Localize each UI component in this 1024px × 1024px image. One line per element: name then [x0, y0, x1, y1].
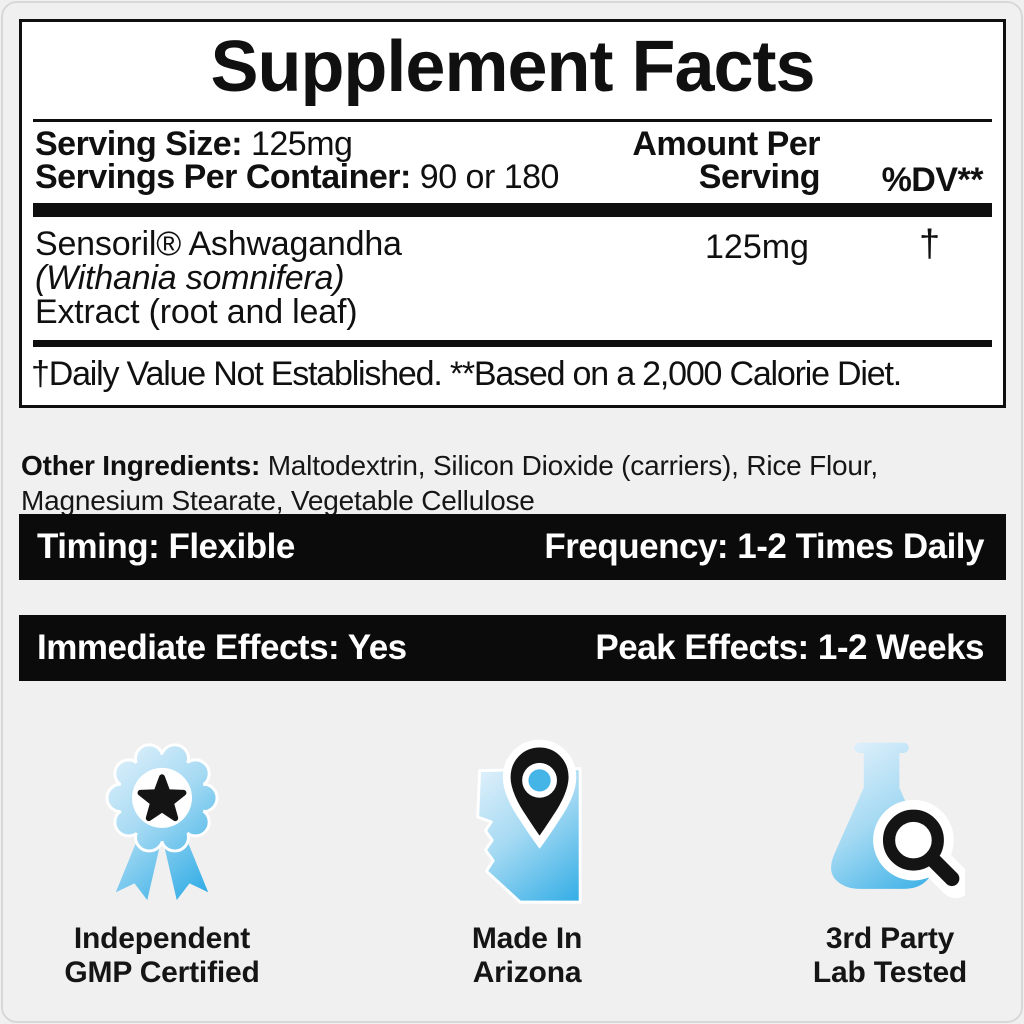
- gmp-caption-line1: Independent: [73, 922, 251, 955]
- ingredient-amount: 125mg: [705, 228, 809, 266]
- effects-bar: Immediate Effects: Yes Peak Effects: 1-2…: [19, 615, 1006, 681]
- serving-size-value: 125mg: [250, 125, 353, 163]
- footnote: †Daily Value Not Established. **Based on…: [31, 355, 902, 393]
- immediate-effects-text: Immediate Effects: Yes: [37, 628, 407, 667]
- header-divider-bar: [33, 203, 992, 217]
- panel-title: Supplement Facts: [210, 27, 815, 107]
- arizona-state-map-pin-icon: [464, 728, 590, 910]
- ingredient-name-line3: Extract (root and leaf): [35, 293, 358, 331]
- lab-caption-line2: Lab Tested: [812, 956, 968, 989]
- gmp-badge-caption: Independent GMP Certified: [64, 922, 259, 990]
- other-ingredients: Other Ingredients: Maltodextrin, Silicon…: [21, 448, 1009, 518]
- amount-per-line: Amount Per: [632, 125, 820, 163]
- ingredient-name: Sensoril® Ashwagandha (Withania somnifer…: [35, 227, 402, 329]
- ingredient-name-line1: Sensoril® Ashwagandha: [35, 225, 402, 263]
- flask-lip: [854, 742, 909, 753]
- serving-size-label: Serving Size:: [35, 125, 243, 163]
- serving-size-row: Serving Size: 125mg: [35, 125, 559, 163]
- title-divider-rule: [33, 119, 992, 122]
- peak-effects-text: Peak Effects: 1-2 Weeks: [595, 628, 984, 667]
- gmp-caption-line2: GMP Certified: [64, 956, 260, 989]
- arizona-caption-line1: Made In: [471, 922, 583, 955]
- lab-flask-magnifier-icon: [815, 728, 965, 910]
- ingredient-name-line2: (Withania somnifera): [35, 259, 345, 297]
- lab-tested-badge: 3rd Party Lab Tested: [740, 728, 1024, 990]
- lab-caption-line1: 3rd Party: [825, 922, 955, 955]
- serving-info: Serving Size: 125mg Servings Per Contain…: [35, 125, 560, 196]
- gmp-ribbon-badge-icon: [98, 728, 226, 910]
- other-ingredients-label: Other Ingredients:: [21, 450, 261, 481]
- ingredient-dv: †: [919, 223, 941, 265]
- frequency-text: Frequency: 1-2 Times Daily: [544, 527, 984, 566]
- servings-per-container-label: Servings Per Container:: [35, 158, 411, 196]
- lab-badge-caption: 3rd Party Lab Tested: [813, 922, 967, 990]
- servings-per-container-value: 90 or 180: [419, 158, 560, 196]
- timing-text: Timing: Flexible: [37, 527, 295, 566]
- supplement-facts-panel: Supplement Facts Serving Size: 125mg Ser…: [19, 19, 1006, 408]
- amount-per-serving-header: Amount Per Serving: [632, 125, 821, 196]
- arizona-caption-line2: Arizona: [472, 956, 582, 989]
- lab-flask-magnifier-icon: [831, 742, 965, 898]
- servings-per-container-row: Servings Per Container: 90 or 180: [35, 158, 560, 196]
- serving-line: Serving: [698, 158, 821, 196]
- gmp-badge: Independent GMP Certified: [12, 728, 312, 990]
- dv-header: %DV**: [881, 161, 984, 199]
- footnote-divider-rule: [33, 340, 992, 347]
- made-in-arizona-badge: Made In Arizona: [377, 728, 677, 990]
- arizona-badge-caption: Made In Arizona: [472, 922, 582, 990]
- magnifier-icon: [873, 799, 965, 898]
- timing-frequency-bar: Timing: Flexible Frequency: 1-2 Times Da…: [19, 514, 1006, 580]
- other-ingredients-value: Maltodextrin, Silicon Dioxide (carriers)…: [21, 450, 878, 516]
- gmp-ribbon-badge-icon: [105, 742, 219, 900]
- arizona-state-map-pin-icon: [476, 739, 582, 904]
- star-icon: [137, 773, 187, 821]
